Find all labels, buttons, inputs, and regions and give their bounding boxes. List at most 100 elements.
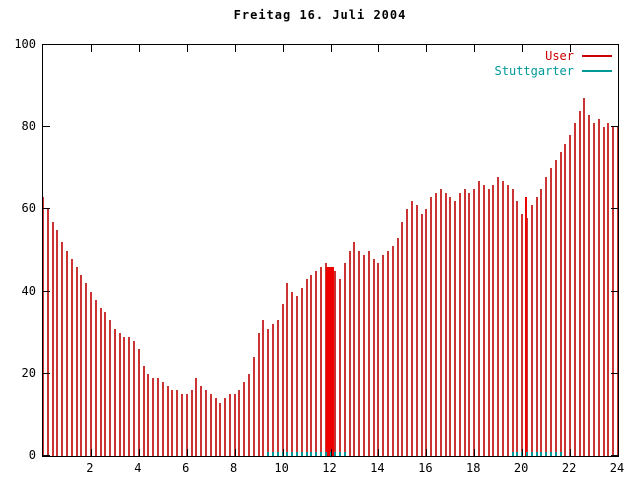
x-tick-label: 10 [274,461,289,475]
impulse-bar [85,283,88,456]
impulse-bar [588,114,591,456]
legend-row: User [495,48,612,63]
impulse-bar [535,451,538,456]
x-tick-label: 18 [466,461,481,475]
x-tick-mark [570,449,571,456]
impulse-bar [291,291,294,456]
impulse-bar [46,209,49,456]
legend-label: Stuttgarter [494,63,574,78]
impulse-bar [425,209,428,456]
impulse-bar [516,201,519,456]
x-tick-mark [91,45,92,52]
impulse-bar [545,176,548,456]
impulse-bar [343,451,346,456]
impulse-bar [204,390,207,456]
impulse-bar [554,160,557,456]
x-tick-mark [283,45,284,52]
impulse-bar [142,365,145,456]
x-tick-mark [522,449,523,456]
impulse-bar [444,192,447,456]
x-tick-mark [378,45,379,52]
impulse-bar [200,386,203,456]
impulse-bar [343,262,346,456]
impulse-bar [267,328,270,456]
impulse-bar [530,451,533,456]
x-tick-mark [235,449,236,456]
legend-row: Stuttgarter [495,63,612,78]
impulse-bar [171,390,174,456]
impulse-bar [482,184,485,456]
impulse-bar [410,201,413,456]
impulse-bar [43,197,44,456]
y-tick-mark [43,44,50,45]
impulse-bar [549,451,552,456]
impulse-bar [339,279,342,456]
impulse-bar [396,238,399,456]
impulse-bar [387,250,389,456]
y-tick-mark [43,208,50,209]
impulse-bar [449,197,452,456]
impulse-bar [578,110,581,456]
impulse-bar [593,123,596,456]
impulse-bar [176,390,179,456]
x-tick-mark [331,45,332,52]
impulse-bar [324,451,327,456]
impulse-bar [128,336,131,456]
impulse-bar [468,192,471,456]
impulse-bar [252,357,255,456]
x-tick-label: 12 [322,461,337,475]
y-tick-label: 20 [21,365,36,380]
impulse-bar [525,451,528,456]
impulse-bar [458,192,461,456]
impulse-bar [94,299,97,456]
impulse-bar [238,390,241,456]
y-tick-label: 60 [21,201,36,216]
impulse-bar [511,451,514,456]
impulse-bar [75,266,78,456]
impulse-bar [104,312,107,456]
impulse-bar [272,451,274,456]
impulse-bar [61,242,64,456]
x-tick-label: 4 [134,461,142,475]
impulse-bar [272,324,274,456]
legend: User Stuttgarter [495,48,612,78]
impulse-bar [214,398,217,456]
chart-title: Freitag 16. Juli 2004 [233,8,407,22]
impulse-bar [195,377,198,456]
impulse-bar [502,180,504,456]
x-tick-label: 16 [418,461,433,475]
impulse-bar [281,451,284,456]
impulse-bar [51,221,54,456]
impulse-bar [554,451,557,456]
impulse-bar [540,451,543,456]
legend-line-sample [582,69,612,72]
y-tick-mark [611,208,618,209]
impulse-bar [530,205,533,456]
x-tick-mark [187,45,188,52]
y-tick-mark [43,126,50,127]
dense-block [325,266,335,456]
x-tick-mark [618,449,619,456]
impulse-bar [363,254,366,456]
impulse-bar [300,451,303,456]
impulse-bar [319,266,322,456]
impulse-bar [430,197,433,456]
impulse-bar [434,192,437,456]
impulse-bar [535,197,538,456]
impulse-bar [569,135,572,456]
impulse-bar [339,451,342,456]
impulse-bar [224,398,227,456]
y-tick-mark [611,455,618,456]
user-series-layer [43,45,618,456]
impulse-bar [401,221,404,456]
impulse-bar [123,336,126,456]
y-tick-mark [43,455,50,456]
impulse-bar [549,168,552,456]
impulse-bar [564,143,567,456]
y-tick-mark [611,126,618,127]
impulse-bar [286,283,289,456]
impulse-bar [161,382,164,456]
x-tick-mark [522,45,523,52]
impulse-bar [391,246,394,456]
